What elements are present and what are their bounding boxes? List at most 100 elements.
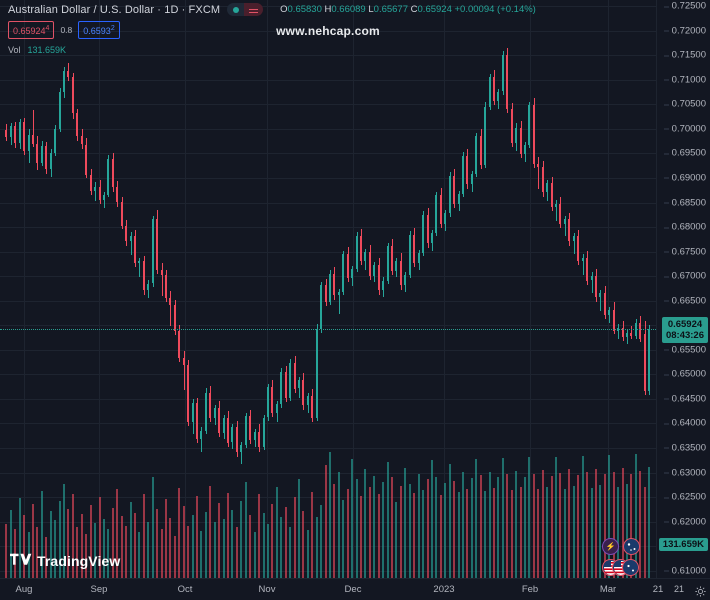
volume-bar [559,473,561,578]
volume-bar [325,465,327,578]
candle-body [280,371,282,405]
candle-wick [583,254,584,276]
volume-bar [568,469,570,578]
grid-line-horizontal [0,398,656,400]
aud-flag-badge-icon[interactable] [623,538,640,555]
legend-pills[interactable] [227,3,264,16]
candle-body [76,113,78,137]
candle-body [147,283,149,291]
chart-legend: Australian Dollar / U.S. Dollar · 1D · F… [8,3,536,55]
volume-bar [245,482,247,578]
indicator-blue-value: 0.6593 [83,26,111,36]
candle-wick [618,324,619,339]
volume-bar [200,530,202,578]
candle-body [10,126,12,138]
price-tick-dash [663,398,669,400]
volume-bar [289,526,291,578]
chart-plot-area[interactable] [0,0,656,578]
volume-bar [276,486,278,578]
candle-body [143,260,145,291]
candle-body [85,144,87,175]
volume-bar [280,517,282,578]
volume-bar [613,471,615,578]
volume-bar [161,529,163,578]
gear-icon[interactable] [695,584,706,597]
bottom-right-controls[interactable]: 21 [646,578,706,600]
volume-bar [409,484,411,578]
time-axis-tick: Nov [258,584,276,595]
volume-bar [338,472,340,578]
volume-bar [489,471,491,578]
volume-bar [360,495,362,578]
indicator-red-input[interactable]: 0.659244 [8,21,55,39]
volume-value-badge-line-1: 131.659K [662,539,704,550]
price-tick-dash [663,128,669,130]
price-tick-dash [663,79,669,81]
volume-bar [577,475,579,578]
candle-body [413,234,415,263]
volume-bar [10,510,12,578]
symbol-title[interactable]: Australian Dollar / U.S. Dollar · 1D · F… [8,3,221,16]
close-label: C [410,4,418,15]
grid-line-horizontal [0,227,656,228]
volume-bar [236,527,238,578]
price-axis-tick: 0.70000 [663,123,706,134]
candle-body [107,159,109,195]
usd-flag-badge-icon-3[interactable] [622,559,639,576]
price-axis[interactable]: 0.72500 0.72000 0.71500 0.71000 0.70500 0.700… [656,0,710,578]
grid-line-horizontal [0,55,656,57]
price-tick-dash [663,447,669,449]
volume-bar [231,510,233,578]
candle-body [325,285,327,302]
candle-body [444,213,446,224]
grid-line-horizontal [0,300,656,302]
price-tick-dash [663,55,669,57]
candle-wick [170,291,171,327]
volume-bar [435,476,437,578]
volume-bar [240,500,242,578]
price-tick-dash [663,423,669,425]
candle-body [307,395,309,406]
lightning-badge-icon[interactable]: ⚡ [602,538,619,555]
candle-body [276,404,278,413]
indicator-blue-input[interactable]: 0.65932 [78,21,120,39]
candle-body [320,285,322,330]
volume-bar [391,477,393,578]
candlestick-series [5,47,650,578]
volume-bar [223,519,225,578]
volume-bar [90,505,92,578]
volume-bar [347,489,349,578]
candle-body [351,268,353,279]
grid-line-vertical [530,0,531,578]
volume-bar [622,468,624,578]
volume-bar [130,502,132,578]
candle-body [595,275,597,298]
market-open-dot-icon[interactable] [227,3,245,16]
volume-bar [551,475,553,578]
volume-bar [59,500,61,578]
bars-count-label[interactable]: 21 [673,584,684,594]
candle-wick [592,272,593,294]
grid-line-horizontal [0,276,656,278]
volume-value-badge[interactable]: 131.659K [658,538,708,551]
volume-label[interactable]: Vol [8,45,21,55]
candle-body [648,329,650,392]
time-axis-tick: 21 [652,584,664,595]
tradingview-brand[interactable]: TradingView [10,551,120,570]
candle-body [630,332,632,336]
volume-bar [626,484,628,578]
volume-bar [205,511,207,578]
eye-hidden-icon[interactable] [244,3,264,16]
volume-bar [316,516,318,578]
candle-body [196,403,198,439]
economic-event-badges[interactable]: ⚡ [602,538,648,578]
current-price-badge-line-2: 08:43:26 [665,330,704,341]
candle-body [125,225,127,242]
time-axis[interactable]: Aug Sep Oct Nov Dec 2023 Feb Mar 21 [0,578,710,600]
volume-bar [431,460,433,578]
price-axis-tick: 0.64500 [663,393,706,404]
price-axis-tick: 0.71500 [663,50,706,61]
volume-bar [635,454,637,578]
volume-bar [484,490,486,578]
current-price-badge[interactable]: 0.65924 08:43:26 [661,317,708,343]
